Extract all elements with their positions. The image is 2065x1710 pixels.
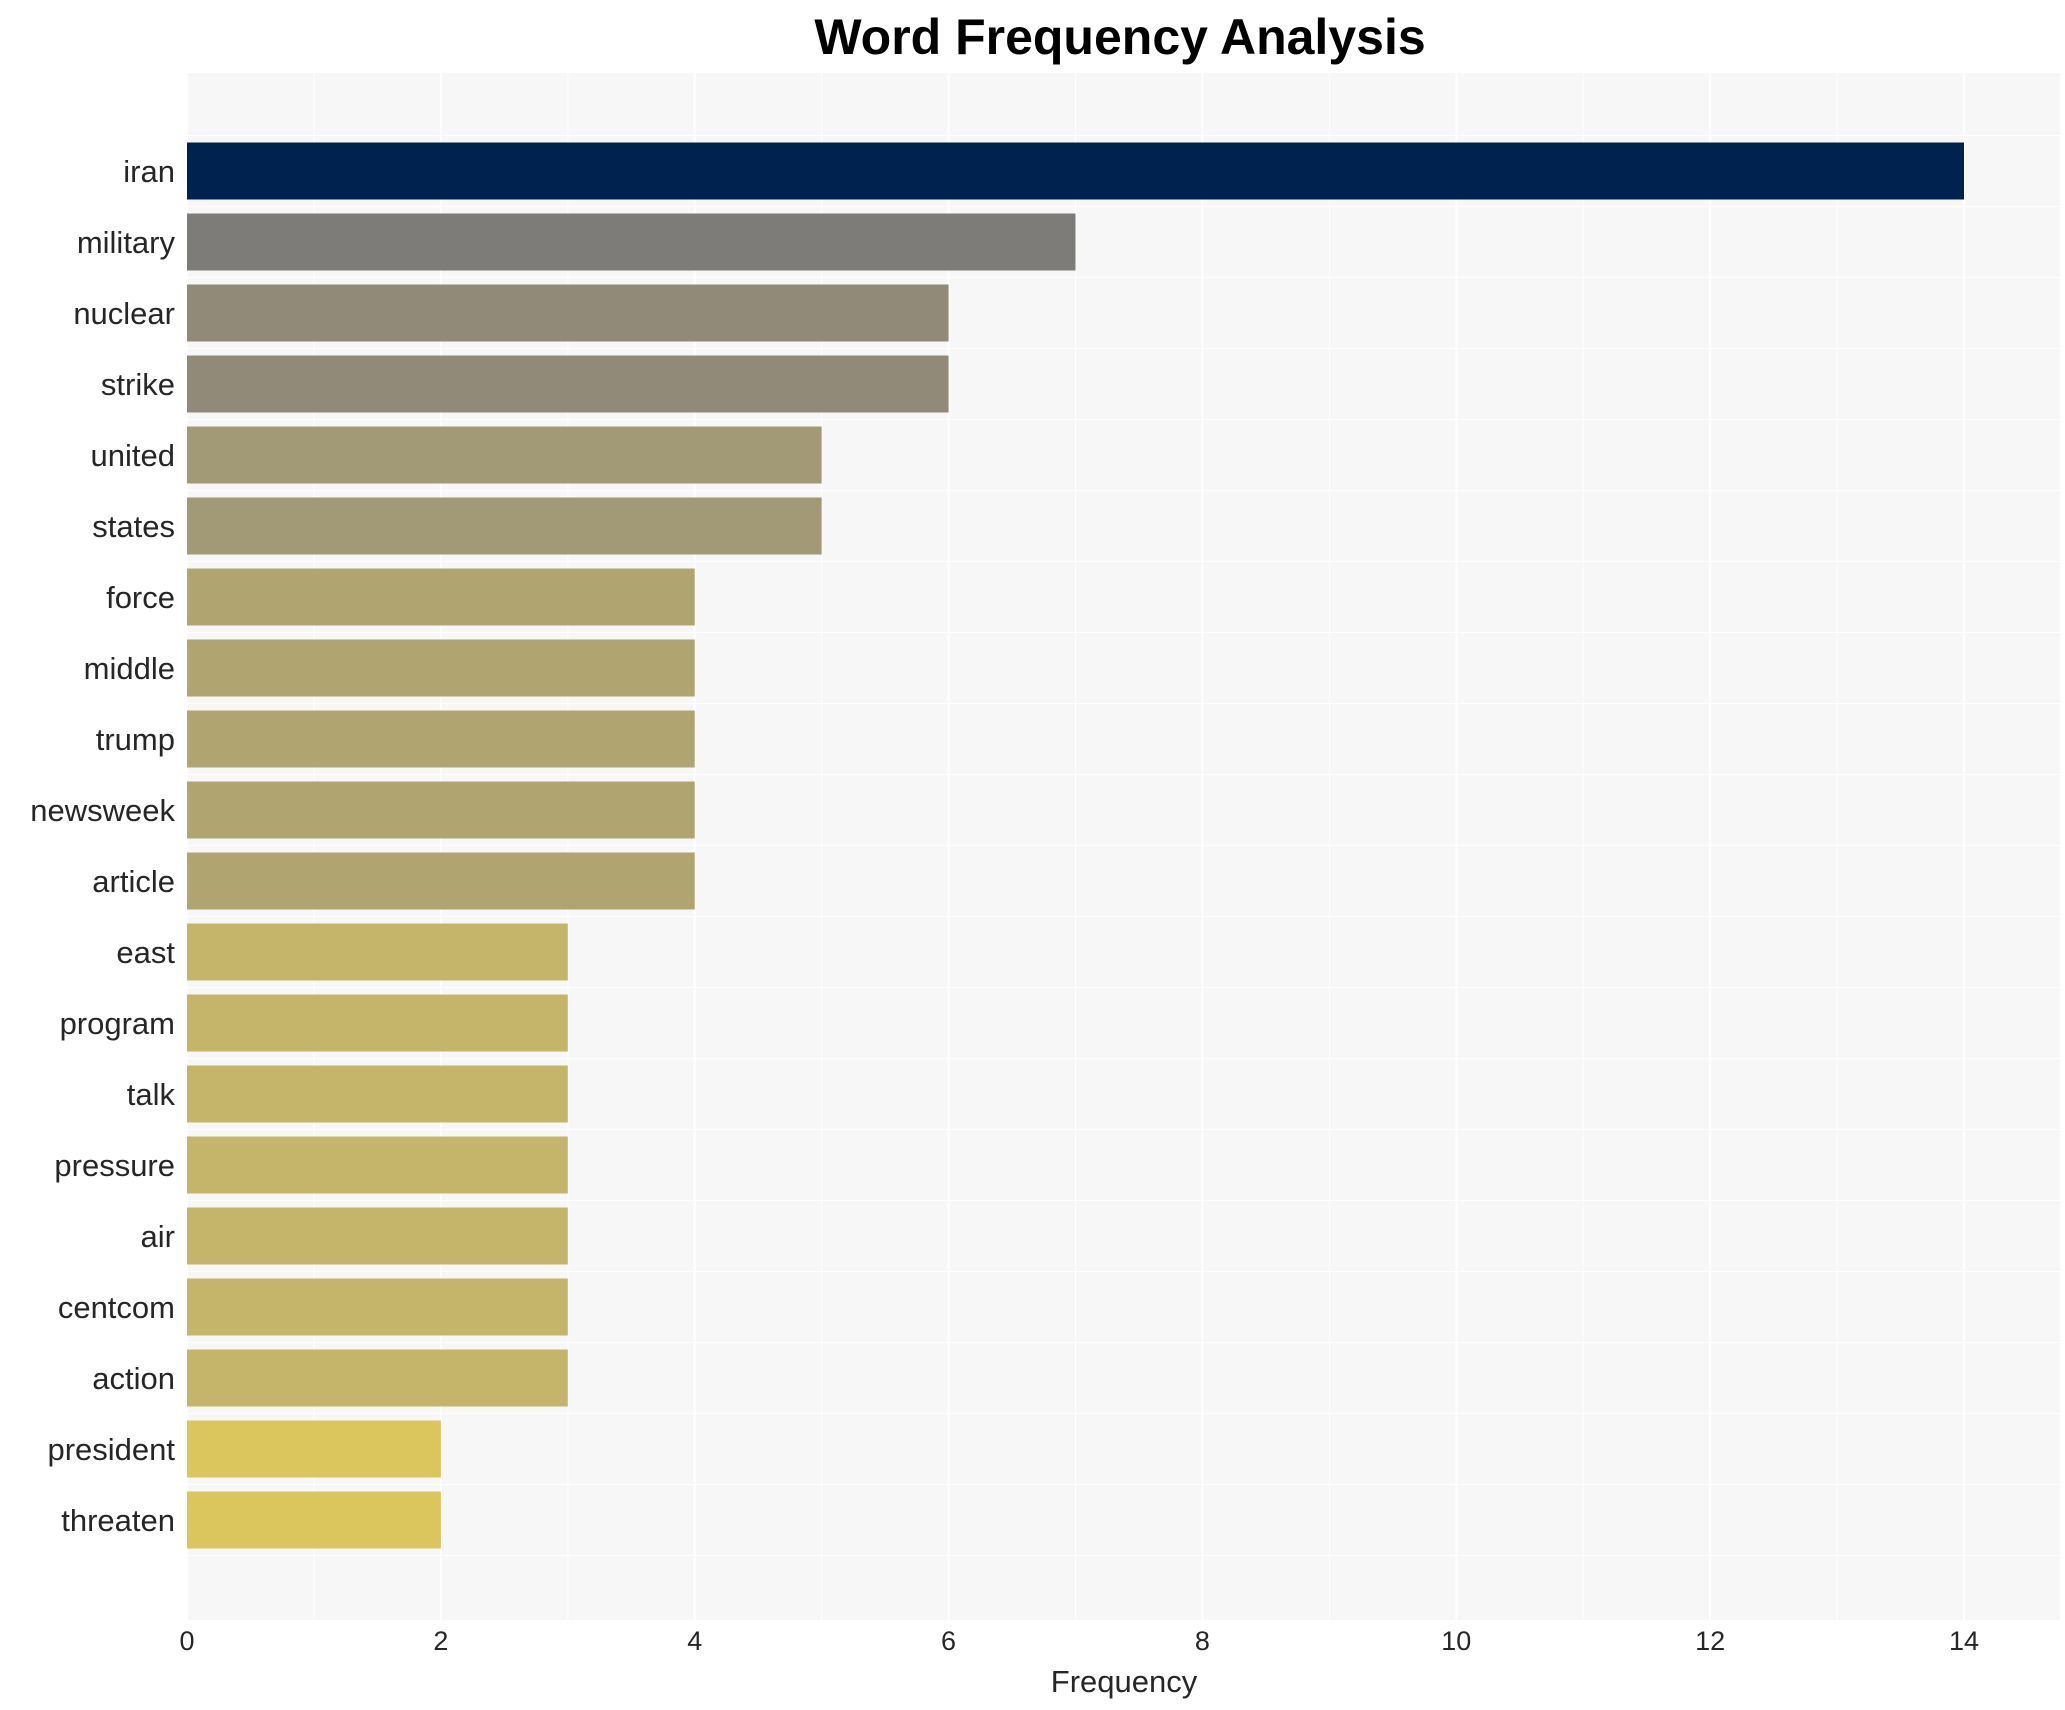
x-axis-label: Frequency — [1051, 1664, 1198, 1699]
category-label-middle: middle — [84, 651, 175, 686]
category-label-force: force — [106, 580, 175, 615]
category-label-united: united — [91, 438, 175, 473]
category-label-program: program — [60, 1006, 175, 1041]
x-tick-label: 2 — [433, 1626, 448, 1656]
category-label-strike: strike — [101, 367, 175, 402]
x-tick-label: 12 — [1695, 1626, 1725, 1656]
category-label-trump: trump — [96, 722, 175, 757]
category-label-east: east — [116, 935, 175, 970]
bar-air — [187, 1207, 568, 1265]
bar-article — [187, 852, 695, 910]
bar-talk — [187, 1065, 568, 1123]
bar-program — [187, 994, 568, 1052]
bar-newsweek — [187, 781, 695, 839]
category-label-centcom: centcom — [58, 1290, 175, 1325]
bar-trump — [187, 710, 695, 768]
chart-title: Word Frequency Analysis — [814, 9, 1426, 65]
x-tick-label: 8 — [1195, 1626, 1210, 1656]
category-label-air: air — [141, 1219, 175, 1254]
bar-action — [187, 1349, 568, 1407]
category-label-article: article — [92, 864, 175, 899]
x-tick-label: 4 — [687, 1626, 702, 1656]
x-tick-labels: 0 2 4 6 8 10 12 14 — [179, 1626, 1979, 1656]
category-label-military: military — [77, 225, 176, 260]
bar-east — [187, 923, 568, 981]
bar-force — [187, 568, 695, 626]
bar-threaten — [187, 1491, 441, 1549]
category-label-threaten: threaten — [61, 1503, 175, 1538]
bar-pressure — [187, 1136, 568, 1194]
bar-military — [187, 213, 1076, 271]
bars — [187, 142, 1964, 1549]
x-tick-label: 14 — [1949, 1626, 1979, 1656]
category-labels: iran military nuclear strike united states for… — [30, 154, 175, 1538]
category-label-states: states — [92, 509, 175, 544]
bar-iran — [187, 142, 1964, 200]
x-tick-label: 0 — [179, 1626, 194, 1656]
bar-united — [187, 426, 822, 484]
bar-strike — [187, 355, 949, 413]
category-label-pressure: pressure — [54, 1148, 175, 1183]
bar-president — [187, 1420, 441, 1478]
category-label-president: president — [47, 1432, 175, 1467]
x-tick-label: 10 — [1441, 1626, 1471, 1656]
category-label-talk: talk — [127, 1077, 176, 1112]
bar-middle — [187, 639, 695, 697]
bar-centcom — [187, 1278, 568, 1336]
category-label-newsweek: newsweek — [30, 793, 175, 828]
x-tick-label: 6 — [941, 1626, 956, 1656]
bar-nuclear — [187, 284, 949, 342]
category-label-nuclear: nuclear — [73, 296, 175, 331]
category-label-action: action — [92, 1361, 175, 1396]
bar-states — [187, 497, 822, 555]
category-label-iran: iran — [123, 154, 175, 189]
